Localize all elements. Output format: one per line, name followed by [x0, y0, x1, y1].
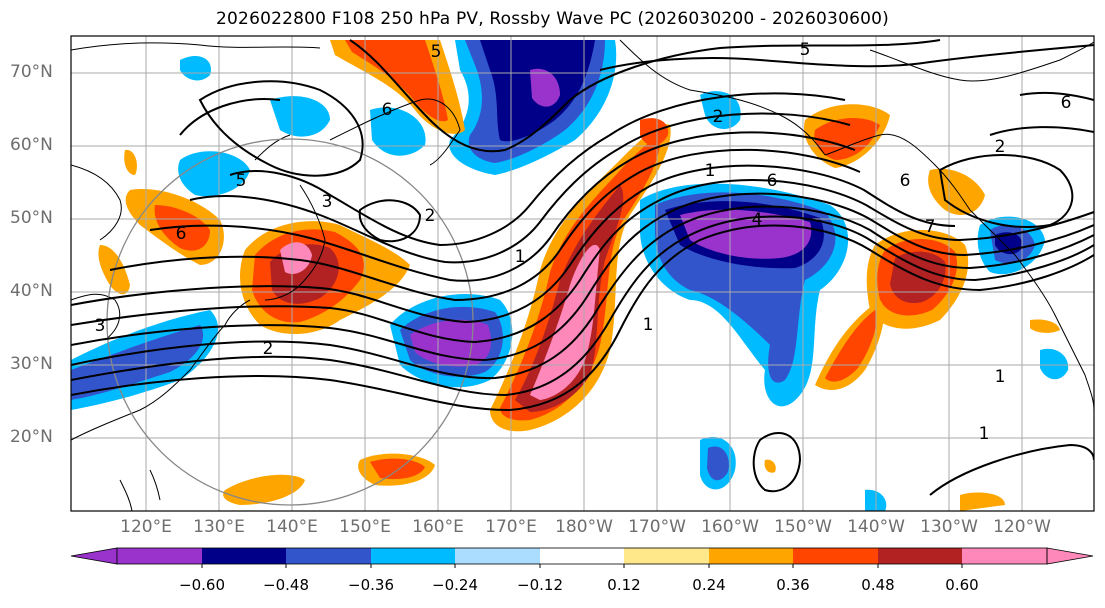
- contour-label: 5: [236, 171, 247, 191]
- lon-label: 180°W: [555, 517, 613, 537]
- contour-label: 1: [643, 315, 654, 335]
- colorbar-cell: [540, 548, 625, 564]
- map-frame: [70, 35, 1095, 512]
- contour-label: 1: [979, 424, 990, 444]
- colorbar-cell: [793, 548, 878, 564]
- colorbar-tick-label: 0.48: [861, 576, 895, 594]
- colorbar-cell: [455, 548, 540, 564]
- colorbar: [70, 547, 1094, 568]
- map-gridlines: [71, 36, 1094, 511]
- shading-layer: 5 5 6 6 5 3 2 6 2 1 4 6 7 1 3 2 1 1 1 6 …: [71, 36, 1094, 511]
- contour-label: 6: [900, 171, 911, 191]
- contour-label: 3: [322, 192, 333, 212]
- colorbar-cell: [202, 548, 287, 564]
- contour-label: 6: [382, 100, 393, 120]
- colorbar-extend-low: [70, 547, 118, 565]
- colorbar-tick-label: −0.60: [179, 576, 225, 594]
- contour-label: 6: [1061, 93, 1072, 113]
- contour-label: 2: [425, 206, 436, 226]
- colorbar-tick-label: 0.12: [607, 576, 641, 594]
- colorbar-cell: [624, 548, 709, 564]
- lat-label: 40°N: [10, 281, 53, 301]
- colorbar-extend-high: [1046, 547, 1094, 565]
- lat-label: 50°N: [10, 208, 53, 228]
- lon-label: 120°W: [993, 517, 1051, 537]
- contour-label: 4: [752, 210, 763, 230]
- contour-label: 7: [925, 217, 936, 237]
- lon-label: 170°E: [485, 517, 537, 537]
- contour-label: 6: [176, 224, 187, 244]
- contour-label: 2: [713, 107, 724, 127]
- colorbar-cell: [709, 548, 794, 564]
- lat-label: 30°N: [10, 354, 53, 374]
- lat-label: 70°N: [10, 62, 53, 82]
- contour-label: 1: [995, 367, 1006, 387]
- colorbar-cell: [286, 548, 371, 564]
- colorbar-cell: [371, 548, 456, 564]
- contour-label: 3: [95, 316, 106, 336]
- lat-label: 60°N: [10, 135, 53, 155]
- map-title: 2026022800 F108 250 hPa PV, Rossby Wave …: [216, 9, 889, 29]
- contour-label: 1: [515, 247, 526, 267]
- contour-label: 2: [995, 137, 1006, 157]
- lon-label: 150°E: [339, 517, 391, 537]
- lon-label: 120°E: [120, 517, 172, 537]
- lon-label: 160°W: [701, 517, 759, 537]
- colorbar-tick-label: 0.36: [776, 576, 810, 594]
- contour-label: 5: [431, 42, 442, 62]
- lon-label: 150°W: [774, 517, 832, 537]
- contour-label: 1: [705, 161, 716, 181]
- lat-label: 20°N: [10, 427, 53, 447]
- lon-label: 130°W: [920, 517, 978, 537]
- contour-label: 2: [263, 339, 274, 359]
- colorbar-cell: [962, 548, 1047, 564]
- lon-label: 140°W: [847, 517, 905, 537]
- colorbar-tick-label: −0.12: [517, 576, 563, 594]
- colorbar-tick-label: −0.24: [432, 576, 478, 594]
- colorbar-cell: [117, 548, 202, 564]
- negative-pv-anomalies: [71, 40, 1069, 511]
- lon-label: 140°E: [266, 517, 318, 537]
- contour-label: 6: [767, 171, 778, 191]
- contour-labels: 5 5 6 6 5 3 2 6 2 1 4 6 7 1 3 2 1 1 1 6 …: [95, 40, 1072, 444]
- colorbar-tick-label: 0.24: [692, 576, 726, 594]
- contour-label: 5: [800, 40, 811, 60]
- pv-contours: [71, 39, 1094, 496]
- colorbar-tick-label: 0.60: [945, 576, 979, 594]
- colorbar-tick-label: −0.48: [263, 576, 309, 594]
- lon-label: 170°W: [628, 517, 686, 537]
- colorbar-cell: [878, 548, 963, 564]
- lon-label: 130°E: [193, 517, 245, 537]
- lon-label: 160°E: [412, 517, 464, 537]
- colorbar-tick-label: −0.36: [348, 576, 394, 594]
